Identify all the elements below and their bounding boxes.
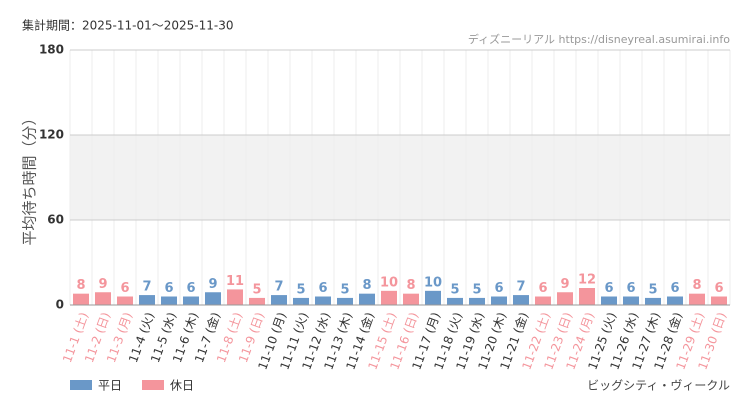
bar: [711, 296, 727, 305]
bar: [403, 293, 419, 305]
data-label: 11: [226, 274, 244, 289]
data-label: 8: [692, 278, 701, 293]
bar: [623, 296, 639, 305]
legend-swatch: [142, 380, 164, 390]
data-label: 6: [164, 281, 173, 296]
legend-swatch: [70, 380, 92, 390]
data-label: 8: [362, 278, 371, 293]
data-label: 9: [560, 277, 569, 292]
data-label: 6: [626, 281, 635, 296]
data-label: 8: [406, 278, 415, 293]
data-label: 7: [142, 280, 151, 295]
bar: [469, 297, 485, 305]
bar: [205, 292, 221, 305]
data-label: 9: [208, 277, 217, 292]
bar: [249, 297, 265, 305]
data-label: 5: [472, 282, 481, 297]
data-label: 6: [318, 281, 327, 296]
data-label: 6: [714, 281, 723, 296]
data-label: 10: [380, 275, 398, 290]
data-label: 8: [76, 278, 85, 293]
bar: [315, 296, 331, 305]
subtitle: ビッグシティ・ヴィークル: [587, 378, 730, 393]
data-label: 10: [424, 275, 442, 290]
bar: [161, 296, 177, 305]
bar: [139, 295, 155, 305]
bar: [425, 290, 441, 305]
data-label: 7: [274, 280, 283, 295]
bar: [73, 293, 89, 305]
bar: [535, 296, 551, 305]
data-label: 5: [648, 282, 657, 297]
y-tick-label: 120: [39, 128, 64, 142]
data-label: 6: [604, 281, 613, 296]
bar: [117, 296, 133, 305]
data-label: 5: [252, 282, 261, 297]
y-tick-label: 180: [39, 43, 64, 57]
y-tick-label: 0: [56, 298, 64, 312]
y-axis-label: 平均待ち時間（分）: [21, 110, 39, 245]
bar: [601, 296, 617, 305]
bar: [95, 292, 111, 305]
bar: [579, 288, 595, 305]
bar: [645, 297, 661, 305]
bar: [359, 293, 375, 305]
data-label: 5: [296, 282, 305, 297]
bar: [271, 295, 287, 305]
data-label: 7: [516, 280, 525, 295]
bar: [689, 293, 705, 305]
data-label: 9: [98, 277, 107, 292]
data-label: 6: [494, 281, 503, 296]
legend-label: 休日: [170, 379, 194, 393]
source: ディズニーリアル https://disneyreal.asumirai.inf…: [468, 32, 730, 46]
y-tick-label: 60: [47, 213, 64, 227]
bar: [667, 296, 683, 305]
data-label: 6: [120, 281, 129, 296]
bar: [293, 297, 309, 305]
data-label: 5: [340, 282, 349, 297]
bar: [491, 296, 507, 305]
data-label: 6: [670, 281, 679, 296]
bar: [183, 296, 199, 305]
legend-label: 平日: [98, 379, 122, 393]
bar: [381, 290, 397, 305]
bar: [337, 297, 353, 305]
chart-title: 集計期間：2025-11-01～2025-11-30: [22, 18, 233, 33]
bar: [557, 292, 573, 305]
bar: [513, 295, 529, 305]
data-label: 5: [450, 282, 459, 297]
data-label: 12: [578, 273, 596, 288]
bar: [227, 289, 243, 305]
bar: [447, 297, 463, 305]
data-label: 6: [538, 281, 547, 296]
data-label: 6: [186, 281, 195, 296]
